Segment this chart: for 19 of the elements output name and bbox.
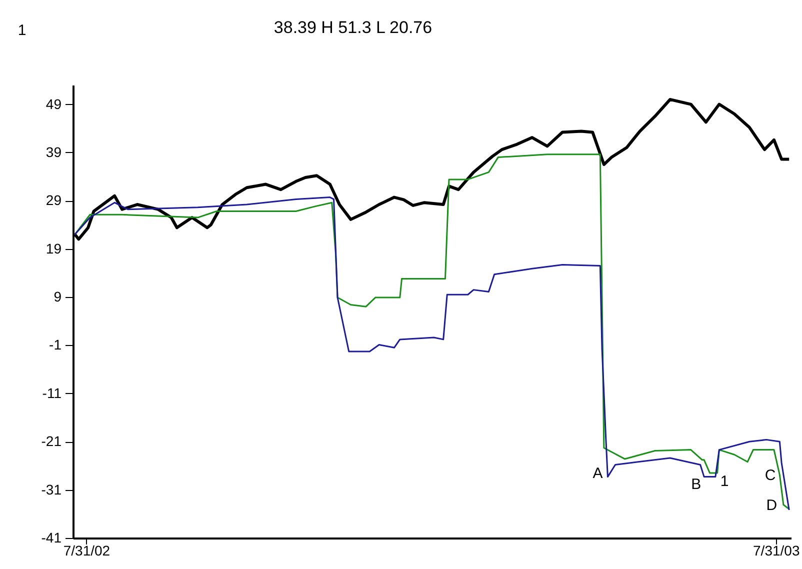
y-tick-label: 49 bbox=[46, 96, 62, 112]
y-tick-label: 9 bbox=[54, 288, 62, 305]
annotation: B bbox=[691, 476, 702, 493]
y-tick-label: 29 bbox=[46, 192, 62, 208]
annotation: C bbox=[764, 466, 776, 484]
y-tick-label: -31 bbox=[41, 481, 62, 498]
y-tick-label: -1 bbox=[49, 336, 62, 353]
y-tick-label: 19 bbox=[46, 240, 62, 256]
x-tick-label: 7/31/02 bbox=[63, 542, 110, 558]
y-tick-label: -21 bbox=[41, 433, 62, 450]
y-tick-label: 39 bbox=[46, 144, 62, 160]
chart-title: 38.39 H 51.3 L 20.76 bbox=[274, 18, 432, 37]
annotation: A bbox=[592, 464, 603, 482]
y-tick-label: -11 bbox=[42, 384, 62, 401]
y-tick-label: -41 bbox=[41, 530, 62, 546]
annotation: D bbox=[766, 497, 778, 514]
x-tick-label: 7/31/03 bbox=[753, 542, 800, 558]
text: 1 bbox=[18, 22, 26, 39]
annotation: 1 bbox=[720, 472, 729, 490]
